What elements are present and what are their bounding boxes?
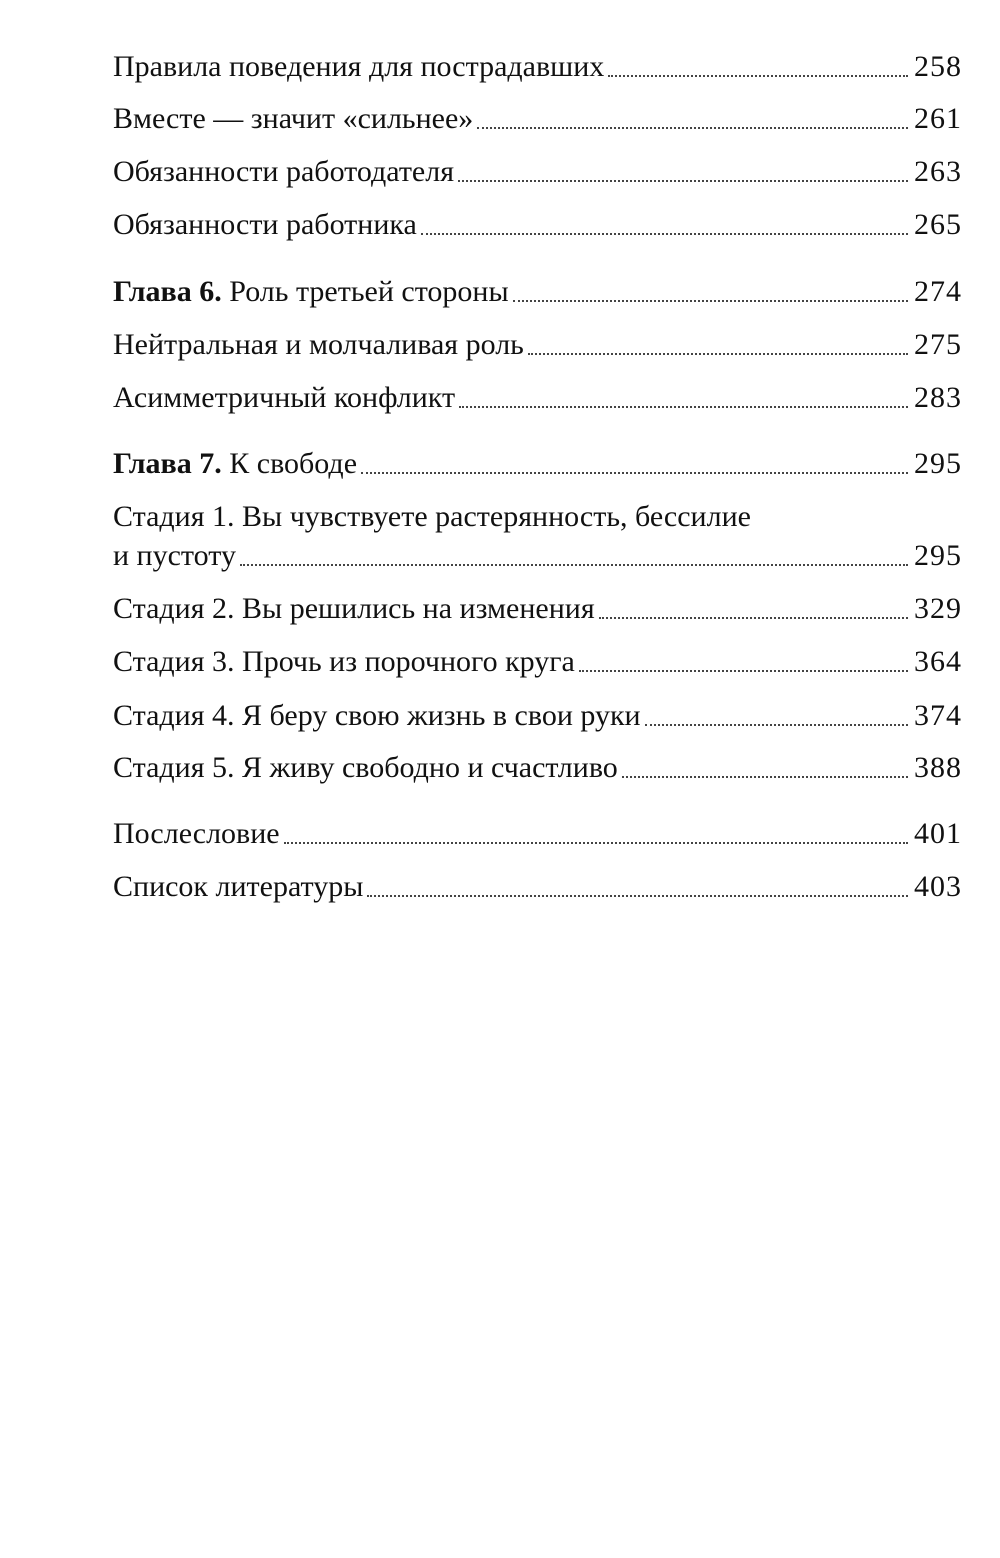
entry-title: Послесловие xyxy=(113,817,280,850)
entry-title: К свободе xyxy=(229,447,358,480)
chapter-heading: Глава 6. Роль третьей стороны xyxy=(113,273,509,311)
dot-leader xyxy=(283,842,908,844)
entry-title: Асимметричный конфликт xyxy=(113,381,456,414)
entry-title: Вместе — значит «сильнее» xyxy=(113,102,474,135)
page-number: 295 xyxy=(914,447,962,480)
entry-title: Стадия 3. Прочь из порочного круга xyxy=(113,645,575,678)
toc-entry: Обязанности работника 265 xyxy=(113,206,962,244)
toc-entry: и пустоту 295 xyxy=(113,537,962,575)
dot-leader xyxy=(361,472,908,474)
page-number: 265 xyxy=(914,208,962,241)
entry-title: и пустоту xyxy=(113,539,236,572)
page-number: 275 xyxy=(914,328,962,361)
page-number: 261 xyxy=(914,102,962,135)
toc-entry: Список литературы 403 xyxy=(113,868,962,906)
dot-leader xyxy=(458,180,908,182)
chapter-number: Глава 7. xyxy=(113,447,222,480)
toc-chapter: Глава 7. К свободе 295 xyxy=(113,445,962,483)
entry-title: Роль третьей стороны xyxy=(229,275,509,308)
page-number: 364 xyxy=(914,645,962,678)
toc-entry: Нейтральная и молчаливая роль 275 xyxy=(113,326,962,364)
dot-leader xyxy=(420,233,908,235)
page-number: 403 xyxy=(914,870,962,903)
toc-entry: Послесловие 401 xyxy=(113,815,962,853)
toc-entry: Стадия 3. Прочь из порочного круга 364 xyxy=(113,643,962,681)
dot-leader xyxy=(621,776,908,778)
dot-leader xyxy=(527,353,908,355)
dot-leader xyxy=(459,406,908,408)
page-number: 274 xyxy=(914,275,962,308)
entry-title: Стадия 5. Я живу свободно и счастливо xyxy=(113,751,618,784)
entry-title: Нейтральная и молчаливая роль xyxy=(113,328,524,361)
toc-entry: Асимметричный конфликт 283 xyxy=(113,379,962,417)
page-number: 295 xyxy=(914,539,962,572)
entry-title: Обязанности работника xyxy=(113,208,417,241)
dot-leader xyxy=(644,724,908,726)
entry-title: Обязанности работодателя xyxy=(113,155,455,188)
dot-leader xyxy=(578,670,908,672)
page-number: 283 xyxy=(914,381,962,414)
entry-title: Стадия 2. Вы решились на изменения xyxy=(113,592,595,625)
toc-entry: Стадия 5. Я живу свободно и счастливо 388 xyxy=(113,749,962,787)
toc-chapter: Глава 6. Роль третьей стороны 274 xyxy=(113,273,962,311)
toc-entry: Правила поведения для пострадавших 258 xyxy=(113,48,962,86)
dot-leader xyxy=(608,75,908,77)
page-number: 329 xyxy=(914,592,962,625)
page-number: 401 xyxy=(914,817,962,850)
chapter-number: Глава 6. xyxy=(113,275,222,308)
entry-title: Стадия 4. Я беру свою жизнь в свои руки xyxy=(113,699,641,732)
dot-leader xyxy=(367,895,908,897)
dot-leader xyxy=(239,564,908,566)
entry-title: Список литературы xyxy=(113,870,364,903)
toc-entry: Стадия 2. Вы решились на изменения 329 xyxy=(113,590,962,628)
toc-entry: Стадия 4. Я беру свою жизнь в свои руки 3… xyxy=(113,697,962,735)
toc-entry: Вместе — значит «сильнее» 261 xyxy=(113,100,962,138)
page-number: 388 xyxy=(914,751,962,784)
dot-leader xyxy=(512,300,908,302)
page-number: 374 xyxy=(914,699,962,732)
toc-entry: Обязанности работодателя 263 xyxy=(113,153,962,191)
chapter-heading: Глава 7. К свободе xyxy=(113,445,357,483)
dot-leader xyxy=(598,617,908,619)
dot-leader xyxy=(477,127,908,129)
entry-title-line1: Стадия 1. Вы чувствуете растерянность, б… xyxy=(113,500,751,533)
page-number: 258 xyxy=(914,50,962,83)
entry-title: Правила поведения для пострадавших xyxy=(113,50,605,83)
page-number: 263 xyxy=(914,155,962,188)
